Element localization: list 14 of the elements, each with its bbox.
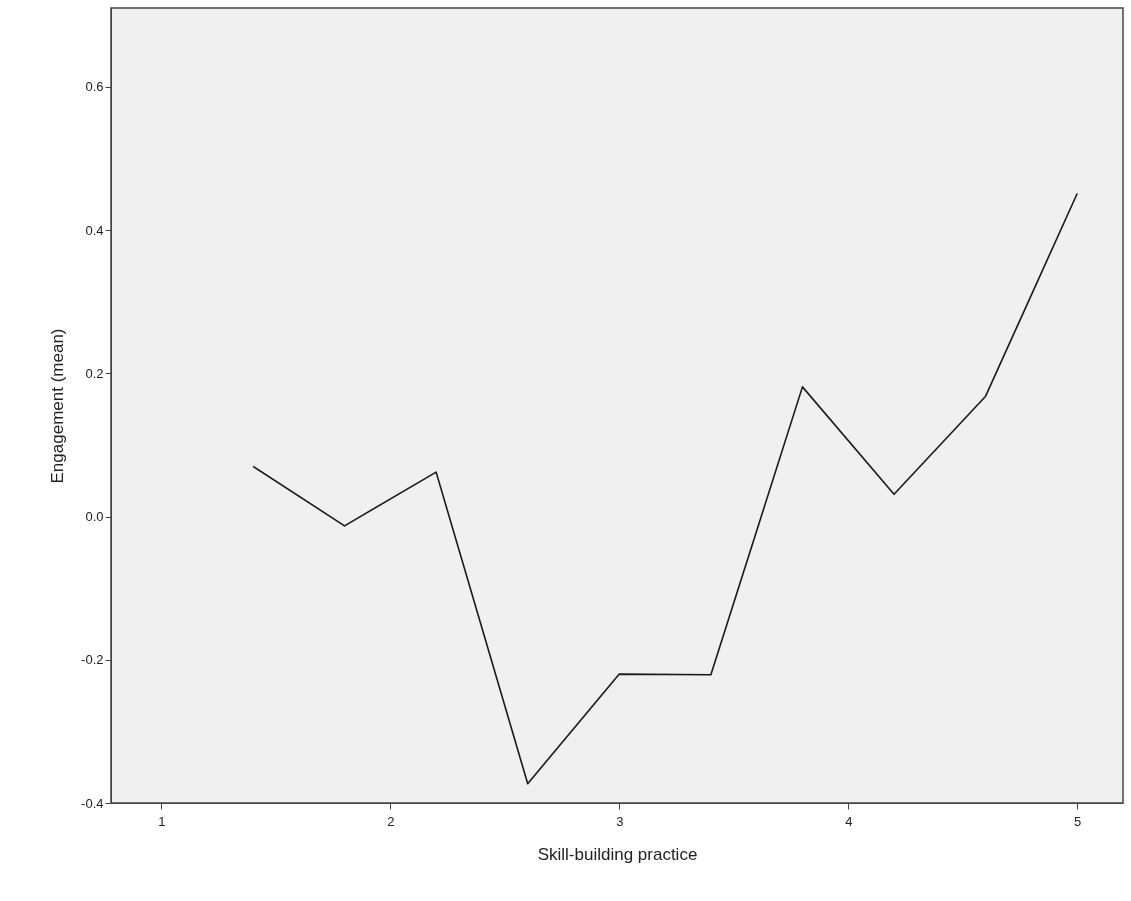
x-tick-label: 1: [158, 813, 166, 829]
y-tick-label: -0.4: [81, 795, 104, 811]
x-tick-label: 2: [387, 813, 395, 829]
y-axis-title: Engagement (mean): [48, 328, 68, 484]
x-tick-label: 4: [845, 813, 853, 829]
x-tick-label: 3: [616, 813, 624, 829]
y-tick-label: 0.4: [85, 222, 104, 238]
y-tick-label: 0.2: [85, 365, 104, 381]
y-tick-label: -0.2: [81, 652, 104, 668]
line-series: [252, 192, 1079, 785]
y-tick-label: 0.0: [85, 509, 104, 525]
x-axis-title: Skill-building practice: [537, 844, 698, 864]
x-tick-label: 5: [1074, 813, 1082, 829]
y-tick-label: 0.6: [85, 79, 104, 95]
